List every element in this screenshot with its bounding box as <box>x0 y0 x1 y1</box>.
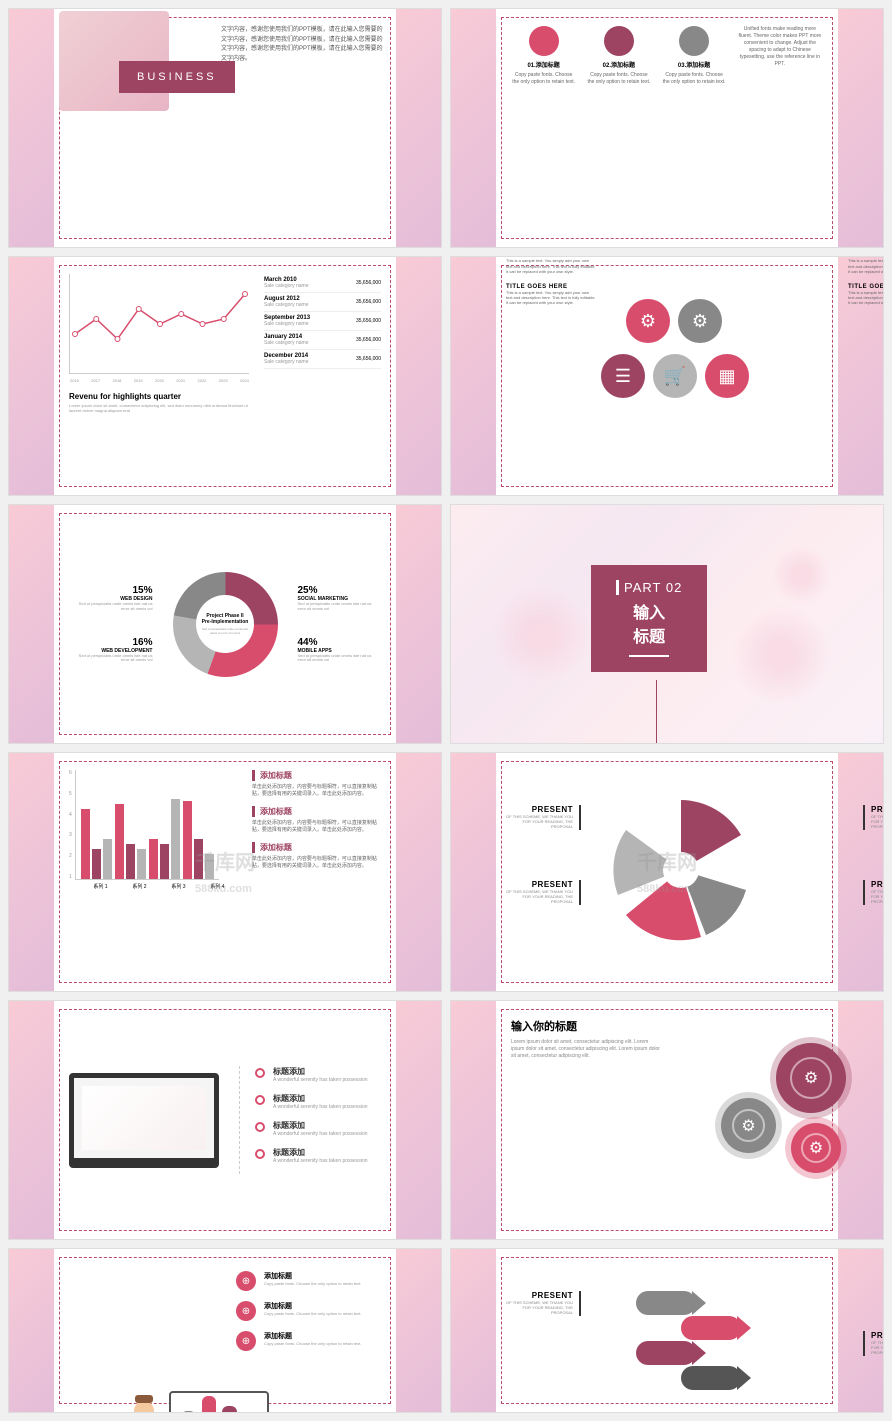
circle-icon: ⚙ <box>678 299 722 343</box>
slide-columns: 01.添加标题Copy paste fonts. Choose the only… <box>450 8 884 248</box>
present-h: PRESENT <box>506 880 573 889</box>
pct-item: 15%WEB DESIGNSed ut perspiciatis unde om… <box>78 585 153 612</box>
section-item: 添加标题单击此处添加内容，内容要与标题相符，可以直接复制粘贴，要选择有用的关键词… <box>252 842 381 870</box>
bar-group <box>183 801 214 879</box>
arrow-shape <box>681 1366 741 1390</box>
part-t1: 输入 <box>633 605 665 622</box>
revenue-title: Revenu for highlights quarter <box>69 392 249 401</box>
slide-revenue: 201520172018201920202021202220232024 Rev… <box>8 256 442 496</box>
present-h: PRESENT <box>506 1291 573 1300</box>
pct-item: 44%MOBILE APPSSed ut perspiciatis unde o… <box>298 637 373 664</box>
bar-group <box>81 809 112 879</box>
icon-item: ⊕添加标题Copy paste fonts. Choose the only o… <box>236 1301 386 1321</box>
info-desc: This is a sample text. You simply add yo… <box>848 258 884 274</box>
slide-infographic: TITLE GOES HEREThis is a sample text. Yo… <box>450 256 884 496</box>
fan-chart <box>606 795 756 945</box>
present-b: OF THIS SCHEME, WE THANK YOU FOR YOUR RE… <box>506 1300 573 1316</box>
part-box: PART 02 输入标题 <box>591 565 707 672</box>
pct-item: 16%WEB DEVELOPMENTSed ut perspiciatis un… <box>78 637 153 664</box>
column-item: 02.添加标题Copy paste fonts. Choose the only… <box>586 26 651 230</box>
icon-item: ⊕添加标题Copy paste fonts. Choose the only o… <box>236 1331 386 1351</box>
icon-item: ⊕添加标题Copy paste fonts. Choose the only o… <box>236 1271 386 1291</box>
gear-icon: ⚙ <box>721 1098 776 1153</box>
section-item: 添加标题单击此处添加内容，内容要与标题相符，可以直接复制粘贴，要选择有用的关键词… <box>252 806 381 834</box>
slide-business: BUSINESS 文字内容，感谢您使用我们的PPT模板，请在此输入您需要的文字内… <box>8 8 442 248</box>
presenter-icon <box>124 1401 164 1413</box>
arrow-shape <box>636 1291 696 1315</box>
circle-icon: 🛒 <box>653 354 697 398</box>
slide-barchart: 123456 系列 1系列 2系列 3系列 4 添加标题单击此处添加内容，内容要… <box>8 752 442 992</box>
present-b: OF THIS SCHEME, WE THANK YOU FOR YOUR RE… <box>871 1340 884 1356</box>
section-item: 添加标题单击此处添加内容，内容要与标题相符，可以直接复制粘贴，要选择有用的关键词… <box>252 770 381 798</box>
part-num: PART 02 <box>616 580 682 595</box>
info-desc: This is a sample text. You simply add yo… <box>848 290 884 306</box>
table-row: January 2014Sale category name35,656,000 <box>264 331 381 350</box>
slide-donut: 15%WEB DESIGNSed ut perspiciatis unde om… <box>8 504 442 744</box>
info-desc: This is a sample text. You simply add yo… <box>506 290 596 306</box>
present-b: OF THIS SCHEME, WE THANK YOU FOR YOUR RE… <box>506 889 573 905</box>
gear-icon: ⚙ <box>791 1123 841 1173</box>
present-h: PRESENT <box>871 880 884 889</box>
line-chart: 201520172018201920202021202220232024 <box>69 274 249 374</box>
s10-title: 输入你的标题 <box>511 1018 661 1034</box>
part-t2: 标题 <box>633 629 665 646</box>
present-b: OF THIS SCHEME, WE THANK YOU FOR YOUR RE… <box>506 814 573 830</box>
slide-gears: 输入你的标题 Lorem ipsum dolor sit amet, conse… <box>450 1000 884 1240</box>
bullet-item: 标题添加A wonderful serenity has taken posse… <box>255 1093 381 1110</box>
data-table: March 2010Sale category name35,656,000Au… <box>264 274 381 478</box>
present-h: PRESENT <box>506 805 573 814</box>
arrow-shape <box>681 1316 741 1340</box>
business-label: BUSINESS <box>119 61 235 93</box>
slide1-desc: 文字内容，感谢您使用我们的PPT模板，请在此输入您需要的文字内容，感谢您使用我们… <box>221 26 386 64</box>
slide-laptop: 标题添加A wonderful serenity has taken posse… <box>8 1000 442 1240</box>
s10-body: Lorem ipsum dolor sit amet, consectetur … <box>511 1039 661 1060</box>
info-desc: This is a sample text. You simply add yo… <box>506 258 596 274</box>
bullet-item: 标题添加A wonderful serenity has taken posse… <box>255 1066 381 1083</box>
bar-group <box>115 804 146 879</box>
present-h: PRESENT <box>871 805 884 814</box>
gear-icon: ⚙ <box>776 1043 846 1113</box>
donut-sub: Sed ut perspiciatis unde omnis iste natu… <box>201 627 249 635</box>
revenue-sub: Lorem ipsum dolor sit amet, consectetur … <box>69 403 249 413</box>
pct-item: 25%SOCIAL MARKETINGSed ut perspiciatis u… <box>298 585 373 612</box>
arrow-shape <box>636 1341 696 1365</box>
column-item: 01.添加标题Copy paste fonts. Choose the only… <box>511 26 576 230</box>
slide-fanchart: PRESENTOF THIS SCHEME, WE THANK YOU FOR … <box>450 752 884 992</box>
table-row: September 2013Sale category name35,656,0… <box>264 312 381 331</box>
slide-part02: PART 02 输入标题 <box>450 504 884 744</box>
slide-presenter: ⊕添加标题Copy paste fonts. Choose the only o… <box>8 1248 442 1413</box>
circle-icon: ▦ <box>705 354 749 398</box>
table-row: December 2014Sale category name35,656,00… <box>264 350 381 369</box>
circle-icon: ☰ <box>601 354 645 398</box>
present-h: PRESENT <box>871 1331 884 1340</box>
circle-icon: ⚙ <box>626 299 670 343</box>
laptop-image <box>69 1073 219 1168</box>
slide2-right: Unified fonts make reading more fluent. … <box>737 26 823 230</box>
present-b: OF THIS SCHEME, WE THANK YOU FOR YOUR RE… <box>871 889 884 905</box>
bullet-item: 标题添加A wonderful serenity has taken posse… <box>255 1120 381 1137</box>
presentation-board <box>169 1391 269 1413</box>
table-row: March 2010Sale category name35,656,000 <box>264 274 381 293</box>
slide-arrows: PRESENTOF THIS SCHEME, WE THANK YOU FOR … <box>450 1248 884 1413</box>
table-row: August 2012Sale category name35,656,000 <box>264 293 381 312</box>
donut-t2: Pre-Implementation <box>202 619 249 625</box>
bullet-item: 标题添加A wonderful serenity has taken posse… <box>255 1147 381 1164</box>
bar-chart <box>75 770 219 880</box>
present-b: OF THIS SCHEME, WE THANK YOU FOR YOUR RE… <box>871 814 884 830</box>
donut-chart: Project Phase II Pre-Implementation Sed … <box>173 572 278 677</box>
bar-group <box>149 799 180 879</box>
column-item: 03.添加标题Copy paste fonts. Choose the only… <box>661 26 726 230</box>
